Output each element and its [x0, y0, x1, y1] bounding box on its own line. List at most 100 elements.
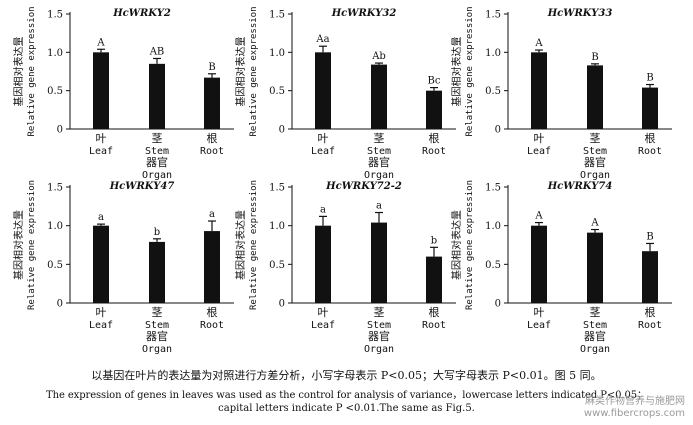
bar: [426, 256, 442, 303]
y-axis-label-en: Relative gene expression: [27, 180, 37, 310]
y-tick-label: 1.5: [269, 183, 285, 194]
significance-letter: a: [320, 204, 326, 215]
x-tick-label-cn: 根: [207, 305, 218, 319]
y-tick-label: 1.5: [485, 183, 501, 194]
y-tick-label: 1.5: [485, 10, 501, 21]
bar: [149, 63, 165, 130]
chart-title: HcWRKY33: [547, 8, 613, 19]
x-tick-label-cn: 茎: [590, 306, 601, 319]
x-tick-label-cn: 根: [429, 305, 440, 319]
x-tick-label-en: Stem: [145, 146, 169, 157]
x-tick-label-cn: 叶: [96, 306, 107, 319]
y-tick-label: 0.5: [485, 260, 501, 271]
bar: [531, 52, 547, 130]
x-tick-label-en: Root: [638, 146, 662, 157]
bar: [315, 225, 331, 303]
chart-panel-2: 0 0.5 1.0 1.5 基因相对表达量 Relative gene expressio…: [234, 6, 456, 181]
y-tick-label: 1.5: [47, 183, 63, 194]
bar: [149, 241, 165, 303]
y-tick-label: 0.5: [47, 260, 63, 271]
x-axis-label-en: Organ: [580, 344, 610, 355]
x-tick-label-cn: 叶: [318, 306, 329, 319]
y-axis-label-cn: 基因相对表达量: [450, 210, 463, 280]
x-tick-label-cn: 叶: [534, 306, 545, 319]
y-tick-label: 0.5: [47, 86, 63, 97]
watermark-line1: 麻类作物营养与施肥网: [585, 396, 685, 407]
bar: [204, 77, 220, 129]
y-tick-label: 1.5: [269, 10, 285, 21]
significance-letter: Aa: [315, 34, 329, 45]
x-axis-label-cn: 器官: [146, 155, 168, 169]
chart-title: HcWRKY32: [331, 8, 397, 19]
x-tick-label-en: Stem: [367, 320, 391, 331]
significance-letter: A: [96, 37, 105, 48]
x-axis-label-en: Organ: [142, 344, 172, 355]
significance-letter: B: [591, 52, 598, 63]
x-tick-label-cn: 茎: [152, 306, 163, 319]
x-tick-label-cn: 茎: [374, 306, 385, 319]
y-axis-label-en: Relative gene expression: [27, 6, 37, 136]
significance-letter: a: [376, 201, 382, 212]
x-tick-label-en: Root: [638, 320, 662, 331]
chart-panel-1: 0 0.5 1.0 1.5 基因相对表达量 Relative gene expressio…: [12, 6, 234, 181]
y-tick-label: 0: [495, 125, 501, 136]
chart-title: HcWRKY74: [547, 181, 613, 192]
x-axis-label-cn: 器官: [146, 329, 168, 343]
y-tick-label: 0.5: [485, 86, 501, 97]
x-tick-label-en: Stem: [583, 146, 607, 157]
bar: [315, 52, 331, 130]
y-tick-label: 0.5: [269, 86, 285, 97]
caption-english-line2: capital letters indicate P <0.01.The sam…: [218, 403, 475, 414]
y-tick-label: 0: [495, 299, 501, 310]
x-axis-label-en: Organ: [142, 170, 172, 181]
significance-letter: B: [646, 231, 653, 242]
y-axis-label-cn: 基因相对表达量: [234, 37, 247, 107]
x-tick-label-cn: 叶: [96, 132, 107, 145]
y-axis-label-cn: 基因相对表达量: [12, 210, 25, 280]
x-tick-label-cn: 叶: [534, 132, 545, 145]
x-axis-label-en: Organ: [364, 344, 394, 355]
y-axis-label-en: Relative gene expression: [465, 180, 475, 310]
y-tick-label: 1.0: [269, 48, 285, 59]
y-tick-label: 1.0: [485, 48, 501, 59]
significance-letter: B: [208, 62, 215, 73]
y-tick-label: 0: [279, 125, 285, 136]
significance-letter: A: [534, 38, 543, 49]
x-axis-label-en: Organ: [364, 170, 394, 181]
y-axis-label-en: Relative gene expression: [249, 6, 259, 136]
bar: [204, 231, 220, 303]
x-tick-label-en: Leaf: [89, 320, 113, 331]
x-axis-label-cn: 器官: [368, 155, 390, 169]
bar: [93, 225, 109, 303]
caption-english-line1: The expression of genes in leaves was us…: [46, 390, 647, 401]
x-tick-label-en: Stem: [367, 146, 391, 157]
x-tick-label-en: Root: [200, 320, 224, 331]
chart-title: HcWRKY2: [112, 8, 171, 19]
x-tick-label-en: Leaf: [89, 146, 113, 157]
significance-letter: b: [431, 235, 437, 246]
x-tick-label-cn: 根: [645, 305, 656, 319]
significance-letter: Bc: [428, 76, 441, 87]
significance-letter: A: [590, 218, 599, 229]
bar: [587, 65, 603, 129]
bar: [587, 232, 603, 303]
x-tick-label-cn: 根: [429, 131, 440, 145]
y-tick-label: 1.0: [485, 221, 501, 232]
chart-panel-6: 0 0.5 1.0 1.5 基因相对表达量 Relative gene expressio…: [450, 180, 672, 355]
y-axis-label-en: Relative gene expression: [465, 6, 475, 136]
y-tick-label: 1.0: [47, 48, 63, 59]
x-tick-label-en: Leaf: [527, 146, 551, 157]
y-axis-label-cn: 基因相对表达量: [450, 37, 463, 107]
significance-letter: a: [209, 209, 215, 220]
bar: [426, 90, 442, 129]
x-axis-label-cn: 器官: [584, 329, 606, 343]
chart-title: HcWRKY47: [109, 181, 175, 192]
x-tick-label-en: Root: [422, 320, 446, 331]
x-tick-label-cn: 根: [645, 131, 656, 145]
x-axis-label-cn: 器官: [368, 329, 390, 343]
y-axis-label-en: Relative gene expression: [249, 180, 259, 310]
x-tick-label-cn: 茎: [590, 132, 601, 145]
significance-letter: AB: [149, 46, 165, 57]
significance-letter: A: [534, 211, 543, 222]
